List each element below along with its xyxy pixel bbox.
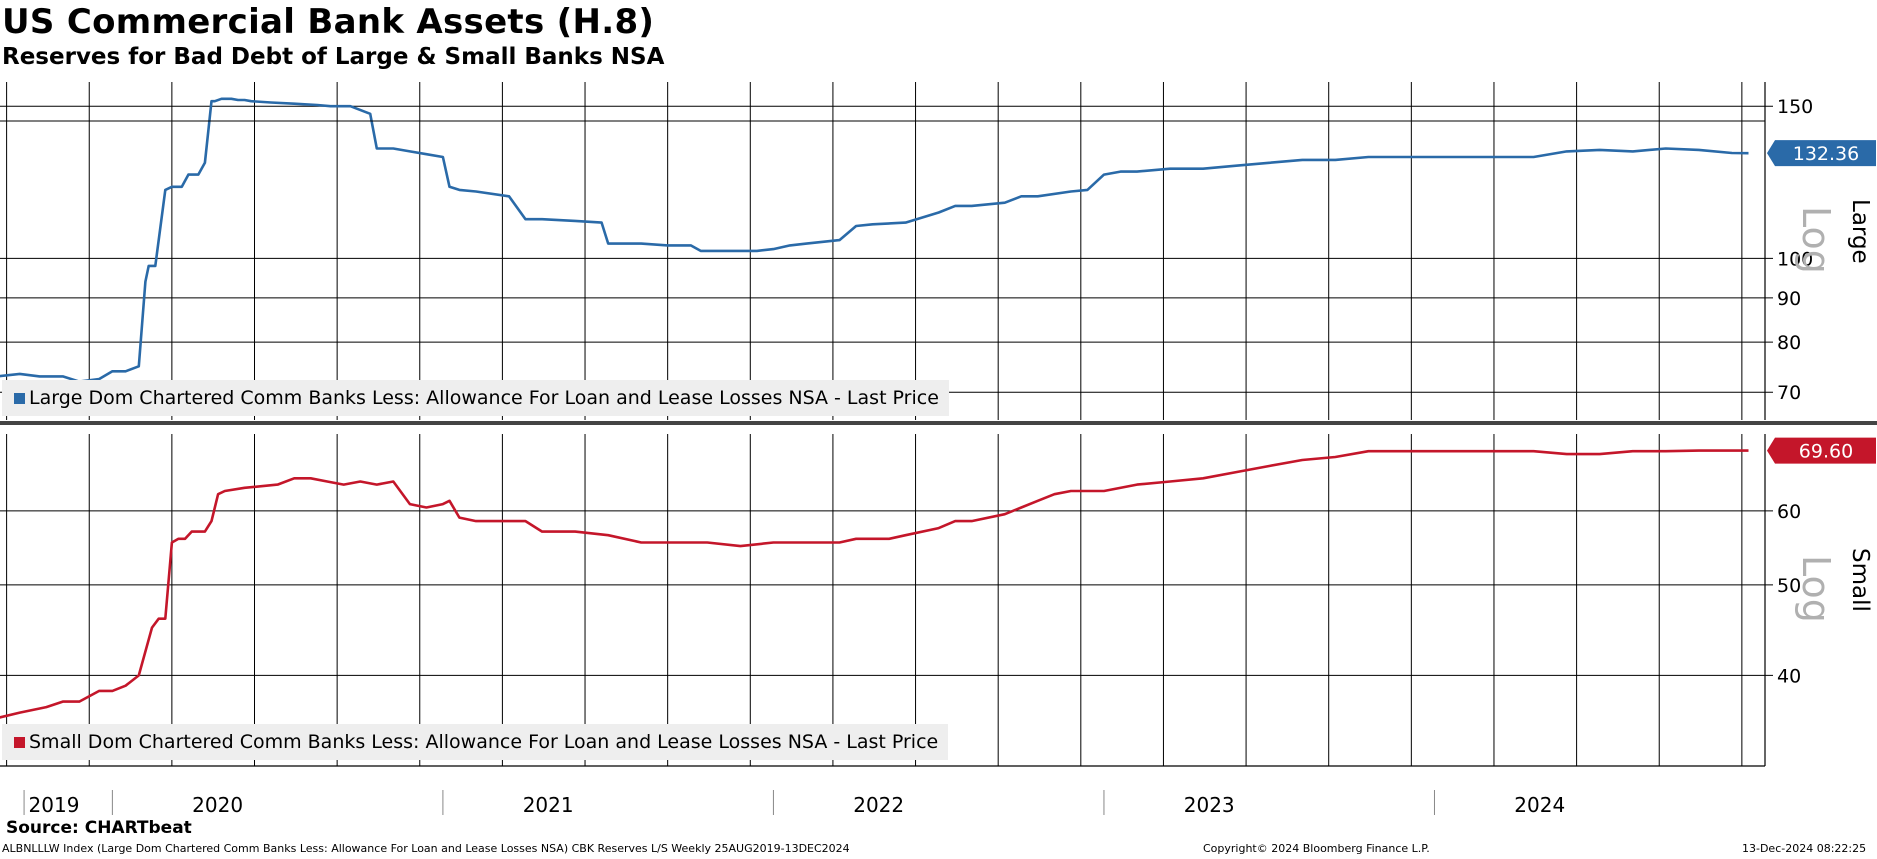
y-tick-label-large: 150 <box>1777 96 1813 118</box>
y-tick-label-large: 100 <box>1777 248 1813 270</box>
axis-label-small: Small <box>1847 548 1873 612</box>
x-tick-label: 2019 <box>29 793 80 817</box>
last-value-flag-large <box>1767 140 1876 167</box>
footer-copyright: Copyright© 2024 Bloomberg Finance L.P. <box>1203 842 1430 855</box>
legend-label-large: Large Dom Chartered Comm Banks Less: All… <box>29 387 939 409</box>
log-scale-label-large: Log <box>1794 206 1838 274</box>
chart-subtitle: Reserves for Bad Debt of Large & Small B… <box>2 44 665 70</box>
last-value-label-large: 132.36 <box>1793 143 1859 165</box>
series-line-small <box>0 449 1749 719</box>
legend-small: Small Dom Chartered Comm Banks Less: All… <box>2 724 949 760</box>
footer-timestamp: 13-Dec-2024 08:22:25 <box>1742 842 1867 855</box>
y-tick-label-large: 80 <box>1777 332 1801 354</box>
y-tick-label-small: 60 <box>1777 501 1801 523</box>
x-tick-label: 2023 <box>1184 793 1235 817</box>
last-value-flag-small <box>1767 437 1876 464</box>
y-tick-label-large: 90 <box>1777 288 1801 310</box>
y-tick-label-small: 40 <box>1777 665 1801 687</box>
x-tick-label: 2021 <box>523 793 574 817</box>
source-label: Source: CHARTbeat <box>6 818 192 838</box>
series-line-large <box>0 97 1749 383</box>
x-tick-label: 2020 <box>192 793 243 817</box>
legend-large: Large Dom Chartered Comm Banks Less: All… <box>2 380 949 416</box>
y-tick-label-small: 50 <box>1777 575 1801 597</box>
y-tick-label-large: 70 <box>1777 382 1801 404</box>
x-tick-label: 2022 <box>853 793 904 817</box>
footer-description: ALBNLLLW Index (Large Dom Chartered Comm… <box>2 842 850 855</box>
log-scale-label-small: Log <box>1794 555 1838 623</box>
chart-title: US Commercial Bank Assets (H.8) <box>2 2 655 42</box>
x-tick-label: 2024 <box>1514 793 1565 817</box>
legend-swatch-small <box>14 737 25 748</box>
legend-label-small: Small Dom Chartered Comm Banks Less: All… <box>29 731 939 753</box>
axis-label-large: Large <box>1847 199 1873 264</box>
legend-swatch-large <box>14 393 25 404</box>
last-value-label-small: 69.60 <box>1799 441 1853 463</box>
